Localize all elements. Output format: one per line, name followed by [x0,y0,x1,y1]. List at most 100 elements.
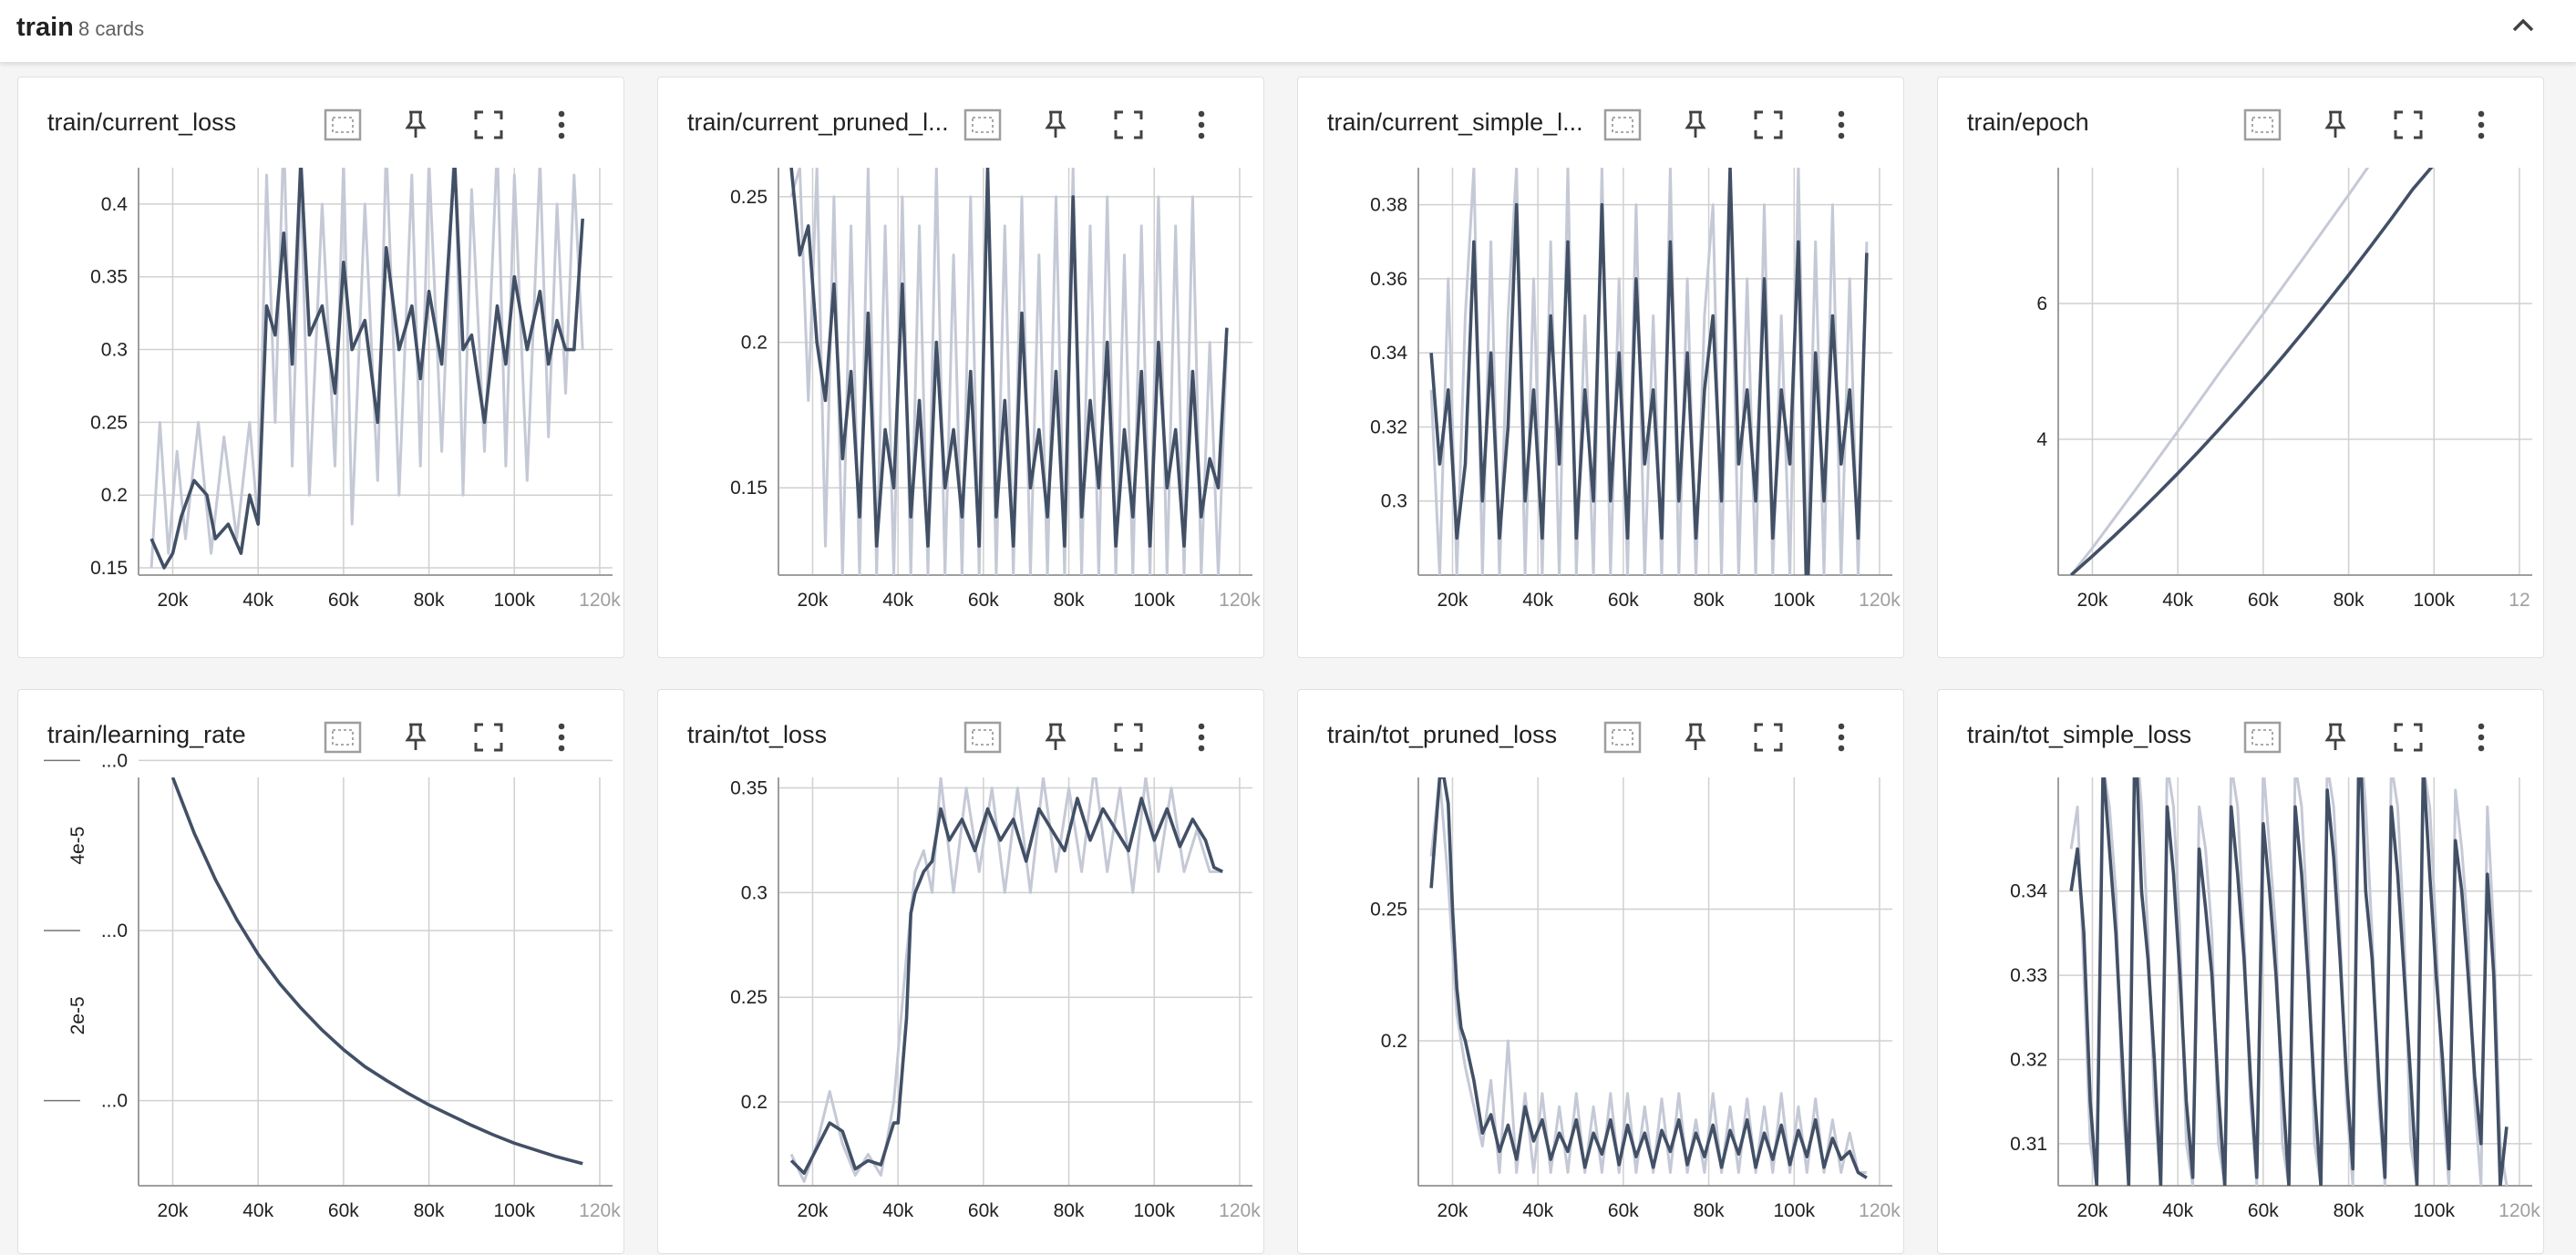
x-tick-label: 60k [2248,590,2279,611]
pin-button[interactable] [396,717,436,757]
y-tick-label: ...0 [101,750,128,771]
scalar-card: train/current_loss 20k 40k 60k 80k 100k 120k 0.… [17,77,624,658]
pin-icon [405,723,427,750]
scalar-card: train/tot_loss 20k 40k 60k 80k 100k 120k 0.2 0.2… [657,689,1264,1254]
toggle-button[interactable] [2242,717,2282,757]
fullscreen-icon [1114,723,1143,752]
fullscreen-icon [1754,723,1783,752]
pin-button[interactable] [396,105,436,145]
raw-series-line [2069,168,2370,575]
x-tick-label: 60k [968,590,999,611]
fullscreen-button[interactable] [2388,105,2428,145]
smoothed-series-line [149,168,584,570]
y-tick-label: 0.33 [2010,965,2047,986]
x-tick-label: 100k [1133,590,1175,611]
toggle-button[interactable] [323,105,363,145]
x-tick-label: 80k [1054,1200,1085,1221]
y-tick-label: 0.35 [730,777,768,798]
x-tick-label: 120k [1219,590,1261,611]
y-tick-label: 0.34 [2010,881,2047,902]
toggle-area-icon [1603,721,1642,754]
smoothed-series-line [1429,168,1869,575]
smoothed-series-line [789,797,1223,1175]
scalar-card: train/tot_simple_loss 20k 40k 60k 80k 100k 120… [1937,689,2544,1254]
more-button[interactable] [2461,717,2501,757]
y-tick-label: 0.31 [2010,1134,2047,1155]
toggle-button[interactable] [1602,105,1643,145]
toggle-button[interactable] [323,717,363,757]
more-button[interactable] [1821,717,1861,757]
toggle-button[interactable] [963,105,1003,145]
collapse-button[interactable] [2503,5,2543,46]
fullscreen-icon [2394,723,2423,752]
more-vert-icon [1198,723,1205,752]
more-vert-icon [558,110,565,139]
x-tick-label: 40k [882,1200,913,1221]
fullscreen-button[interactable] [469,105,509,145]
x-tick-label: 120k [1859,1200,1901,1221]
toggle-button[interactable] [963,717,1003,757]
y-tick-label: 0.32 [2010,1049,2047,1070]
more-button[interactable] [2461,105,2501,145]
fullscreen-button[interactable] [1748,717,1788,757]
x-tick-label: 20k [1437,590,1468,611]
toggle-area-icon [1603,108,1642,141]
x-tick-label: 20k [2077,1200,2108,1221]
x-tick-label: 60k [1608,590,1639,611]
toggle-button[interactable] [2242,105,2282,145]
x-tick-label: 100k [2413,590,2455,611]
more-button[interactable] [1181,717,1221,757]
fullscreen-icon [474,110,503,139]
chart-svg: 20k 40k 60k 80k 100k 120k 0.31 0.32 0.33 0.34 [2010,777,2540,1221]
fullscreen-button[interactable] [1748,105,1788,145]
x-tick-label: 80k [1694,1200,1725,1221]
more-vert-icon [2478,110,2485,139]
smoothed-series-line [1429,777,1868,1179]
fullscreen-button[interactable] [469,717,509,757]
x-tick-label: 60k [328,1200,359,1221]
x-tick-label: 40k [1522,590,1553,611]
chart-svg: 20k 40k 60k 80k 100k 120k 0.2 0.25 0.3 0.35 [730,777,1261,1221]
y-scale-label: 4e-5 [67,827,88,865]
x-tick-label: 80k [414,590,445,611]
y-tick-label: 0.25 [90,412,128,433]
fullscreen-button[interactable] [1108,105,1149,145]
more-button[interactable] [1821,105,1861,145]
x-tick-label: 20k [2077,590,2108,611]
fullscreen-button[interactable] [2388,717,2428,757]
x-tick-label: 120k [579,590,621,611]
y-tick-label: 0.4 [101,194,129,215]
raw-series-line [149,168,584,569]
x-tick-label: 60k [2248,1200,2279,1221]
x-tick-label: 40k [242,1200,273,1221]
fullscreen-button[interactable] [1108,717,1149,757]
group-name: train [16,13,74,42]
more-vert-icon [2478,723,2485,752]
pin-button[interactable] [1675,717,1716,757]
group-header[interactable]: train 8 cards [0,0,2576,63]
y-tick-label: 0.3 [101,340,128,361]
pin-button[interactable] [2315,717,2355,757]
x-tick-label: 40k [242,590,273,611]
pin-button[interactable] [1036,717,1076,757]
toggle-button[interactable] [1602,717,1643,757]
y-tick-label: 0.25 [1370,900,1407,921]
x-tick-label: 80k [1054,590,1085,611]
x-tick-label: 20k [1437,1200,1468,1221]
more-button[interactable] [541,717,582,757]
x-tick-label: 120k [579,1200,621,1221]
x-tick-label: 20k [798,1200,829,1221]
smoothed-series-line [2069,777,2509,1186]
x-tick-label: 20k [798,590,829,611]
scalar-card: train/tot_pruned_loss 20k 40k 60k 80k 100k 120… [1297,689,1904,1254]
y-scale-label: 2e-5 [67,996,88,1034]
y-tick-label: ...0 [101,921,128,941]
pin-button[interactable] [1675,105,1716,145]
pin-icon [1045,723,1066,750]
scalar-card: train/current_pruned_l... 20k 40k 60k 80k 100… [657,77,1264,658]
more-button[interactable] [541,105,582,145]
pin-button[interactable] [2315,105,2355,145]
x-tick-label: 80k [1694,590,1725,611]
pin-button[interactable] [1036,105,1076,145]
more-button[interactable] [1181,105,1221,145]
